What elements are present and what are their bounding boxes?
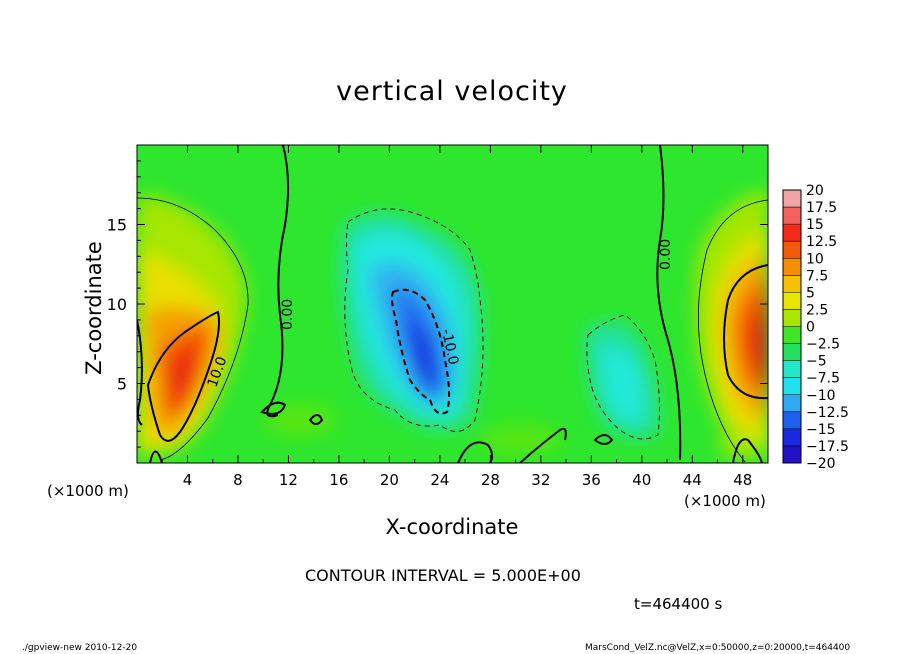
footer-right: MarsCond_VelZ.nc@VelZ,x=0:50000,z=0:2000… [585, 643, 851, 653]
colorbar-label: −2.5 [806, 337, 840, 353]
x-tick-label: 32 [531, 471, 550, 489]
colorbar-swatch [783, 377, 801, 396]
colorbar-swatch [783, 445, 801, 464]
y-tick-label: 10 [107, 295, 127, 314]
x-axis-label: X-coordinate [385, 515, 519, 539]
colorbar-swatch [783, 207, 801, 225]
contour-lines [137, 145, 768, 463]
x-tick-label: 12 [279, 471, 298, 489]
x-tick-label: 48 [733, 471, 752, 489]
colorbar-label: −12.5 [806, 405, 849, 421]
x-tick-label: 8 [233, 471, 243, 489]
colorbar-swatch [783, 275, 801, 293]
colorbar-label: 15 [806, 217, 824, 233]
colorbar-label: 5 [806, 285, 815, 301]
contour-label-3: -10.0 [438, 328, 461, 367]
x-tick-label: 36 [582, 471, 601, 489]
x-tick-label: 20 [380, 471, 399, 489]
colorbar-label: 17.5 [806, 200, 837, 216]
colorbar-swatch [783, 309, 801, 327]
colorbar-swatch [783, 190, 801, 208]
velocity-field [137, 145, 768, 463]
colorbar-label: −7.5 [806, 371, 840, 387]
colorbar-swatch [783, 224, 801, 242]
colorbar-label: 12.5 [806, 234, 837, 250]
y-tick-label: 15 [107, 216, 127, 235]
colorbar-swatch [783, 241, 801, 259]
time-label: t=464400 s [634, 595, 723, 613]
colorbar-label: 20 [806, 183, 824, 199]
colorbar-label: −17.5 [806, 439, 849, 455]
x-tick-label: 24 [430, 471, 449, 489]
contour-interval-text: CONTOUR INTERVAL = 5.000E+00 [305, 566, 581, 585]
colorbar-label: −20 [806, 456, 836, 472]
colorbar-label: 10 [806, 251, 824, 267]
x-tick-label: 16 [329, 471, 348, 489]
y-axis: 5 10 15 [107, 160, 768, 448]
colorbar-label: 7.5 [806, 268, 828, 284]
y-tick-label: 5 [117, 375, 127, 394]
contour-label-4: 0.00 [658, 239, 674, 270]
colorbar-swatch [783, 360, 801, 379]
colorbar-swatch [783, 411, 801, 430]
y-axis-label: Z-coordinate [82, 241, 106, 375]
colorbar-swatch [783, 258, 801, 276]
contour-label-2: 0.00 [280, 299, 296, 330]
colorbar-label: 0 [806, 320, 815, 336]
colorbar-swatch [783, 394, 801, 413]
x-axis: 4 8 12 16 20 24 28 32 36 40 44 48 [161, 145, 752, 489]
colorbar-swatch [783, 428, 801, 447]
footer-left: ./gpview-new 2010-12-20 [22, 643, 138, 653]
colorbar-label: 2.5 [806, 302, 828, 318]
x-unit-label-left: (×1000 m) [47, 482, 129, 500]
x-unit-label-right: (×1000 m) [684, 492, 766, 510]
colorbar-swatch [783, 343, 801, 362]
x-tick-label: 28 [481, 471, 500, 489]
colorbar-label: −15 [806, 422, 836, 438]
colorbar-swatch [783, 326, 801, 345]
colorbar-label: −10 [806, 388, 836, 404]
x-tick-label: 4 [183, 471, 193, 489]
chart-title: vertical velocity [336, 76, 568, 107]
x-tick-label: 40 [632, 471, 651, 489]
colorbar-swatch [783, 292, 801, 310]
colorbar-label: −5 [806, 354, 827, 370]
x-tick-label: 44 [683, 471, 702, 489]
